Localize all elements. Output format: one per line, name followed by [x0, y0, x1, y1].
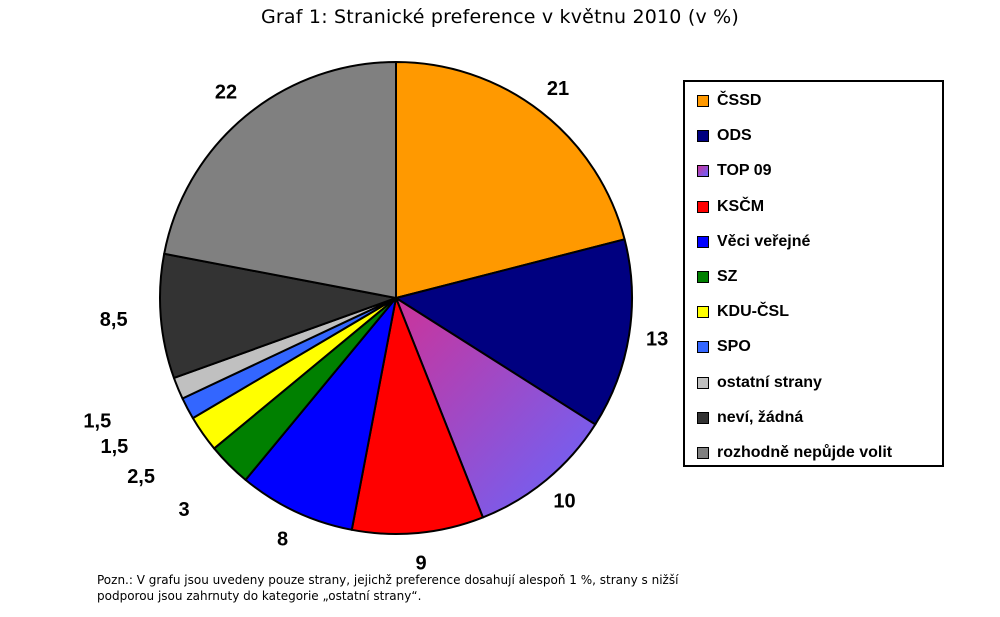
legend-label: ODS — [717, 127, 752, 145]
pie-slice-ods — [395, 238, 633, 426]
legend-item: KSČM — [697, 196, 764, 218]
pie-value-label: 21 — [547, 78, 569, 100]
legend-swatch — [697, 306, 709, 319]
legend-swatch — [697, 130, 709, 143]
pie-value-label: 8 — [277, 528, 288, 550]
pie-value-label: 1,5 — [100, 436, 128, 458]
legend-swatch — [697, 165, 709, 178]
footnote: Pozn.: V grafu jsou uvedeny pouze strany… — [97, 572, 957, 604]
pie-value-label: 1,5 — [83, 411, 111, 433]
pie-value-label: 9 — [416, 553, 427, 575]
chart-title: Graf 1: Stranické preference v květnu 20… — [261, 6, 739, 28]
legend-label: TOP 09 — [717, 162, 772, 180]
legend-item: ostatní strany — [697, 372, 822, 394]
legend-swatch — [697, 235, 709, 248]
pie-slice-v-ci-ve-ejn- — [244, 297, 397, 531]
footnote-line-1: Pozn.: V grafu jsou uvedeny pouze strany… — [97, 573, 679, 587]
legend-item: neví, žádná — [697, 407, 803, 429]
legend-item: rozhodně nepůjde volit — [697, 442, 892, 464]
pie-slice-top-09 — [395, 297, 597, 519]
pie-value-labels: 21 13 10 9 8 3 2,5 1,5 1,5 8,5 22 — [83, 78, 668, 574]
legend-label: SPO — [717, 338, 751, 356]
pie-value-label: 3 — [179, 499, 190, 521]
pie-value-label: 8,5 — [100, 309, 128, 331]
pie-slice-ks-m — [350, 297, 484, 535]
legend-label: rozhodně nepůjde volit — [717, 444, 893, 461]
legend-swatch — [697, 271, 709, 283]
pie-value-label: 2,5 — [127, 466, 155, 488]
legend-swatch — [697, 447, 709, 459]
legend-item: SPO — [697, 336, 751, 358]
legend-swatch — [697, 95, 709, 107]
pie-value-label: 10 — [553, 491, 575, 513]
legend-swatch — [697, 200, 709, 213]
legend: ČSSD ODS TOP 09 KSČM Věci veřejné SZ KDU-ČSL SP… — [683, 80, 944, 467]
legend-label: ČSSD — [717, 92, 762, 109]
legend-swatch — [697, 411, 709, 424]
legend-item: ODS — [697, 125, 752, 147]
pie-value-label: 22 — [215, 82, 237, 104]
legend-item: TOP 09 — [697, 160, 772, 182]
legend-label: SZ — [717, 268, 738, 285]
legend-swatch — [697, 341, 709, 354]
legend-item: SZ — [697, 266, 737, 288]
legend-label: Věci veřejné — [717, 232, 811, 250]
legend-item: ČSSD — [697, 90, 761, 112]
legend-item: KDU-ČSL — [697, 301, 789, 323]
legend-label: neví, žádná — [717, 408, 804, 426]
pie-slice-nev-dn- — [159, 252, 397, 379]
legend-label: KSČM — [717, 197, 765, 215]
footnote-line-2: podporou jsou zahrnuty do kategorie „ost… — [97, 589, 422, 603]
legend-label: KDU-ČSL — [717, 303, 789, 321]
legend-label: ostatní strany — [717, 373, 822, 391]
legend-swatch — [697, 376, 709, 389]
pie-slices — [159, 61, 633, 535]
pie-value-label: 13 — [646, 328, 668, 350]
pie-slice--ssd — [395, 61, 626, 299]
pie-slice-rozhodn-nep-jde-volit — [163, 61, 397, 299]
legend-item: Věci veřejné — [697, 231, 810, 253]
